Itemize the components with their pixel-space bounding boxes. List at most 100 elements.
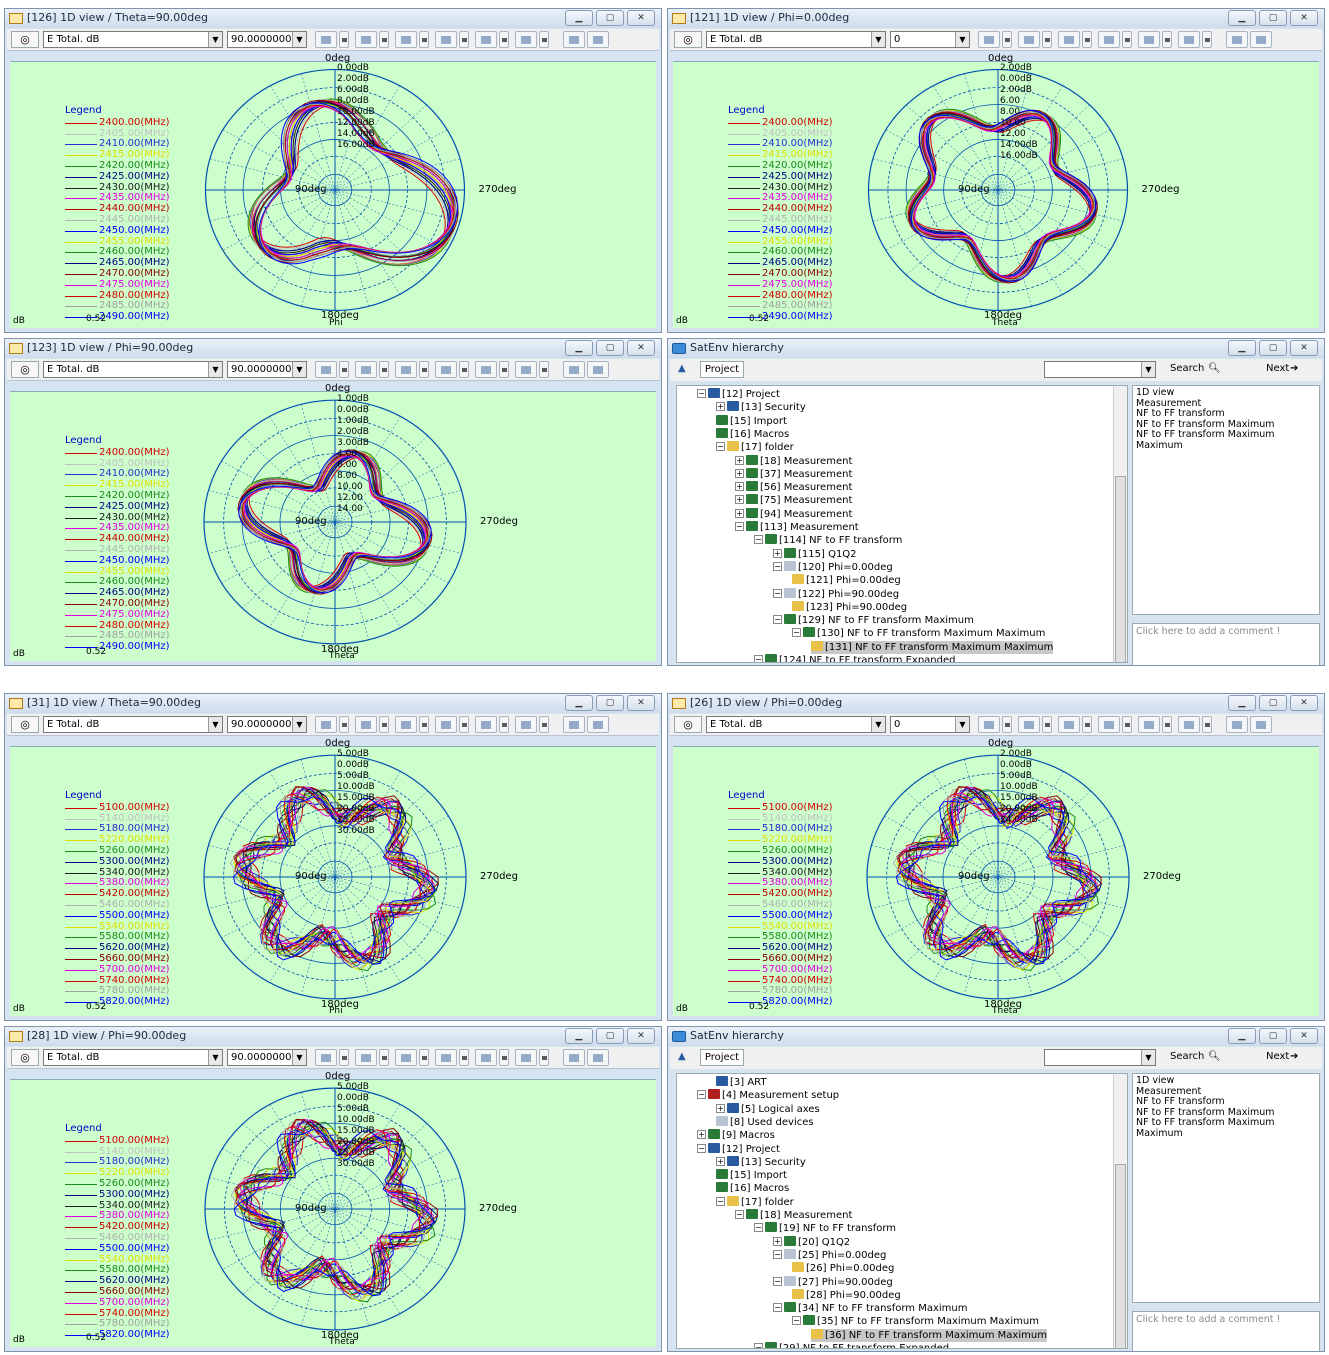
up-arrow-icon[interactable]: ▲ bbox=[678, 363, 686, 374]
display-mode-dropdown-button[interactable] bbox=[339, 1049, 349, 1066]
copy-tool-button[interactable] bbox=[563, 31, 585, 48]
project-tab[interactable]: Project bbox=[700, 361, 744, 378]
collapse-icon[interactable]: − bbox=[716, 1196, 725, 1206]
trace-tool-button[interactable] bbox=[475, 1049, 497, 1066]
tree-node[interactable]: + [13] Security bbox=[716, 401, 806, 414]
tree-node[interactable]: + [75] Measurement bbox=[735, 494, 852, 507]
tree-node[interactable]: − [25] Phi=0.00deg bbox=[773, 1248, 886, 1262]
copy-tool-button[interactable] bbox=[1226, 31, 1248, 48]
minimize-button[interactable]: ▁ bbox=[565, 10, 593, 26]
grid-tool-button[interactable] bbox=[395, 361, 417, 378]
expand-icon[interactable]: + bbox=[773, 1236, 782, 1246]
grid-tool-button[interactable] bbox=[1058, 716, 1080, 733]
marker-dropdown-button[interactable] bbox=[1122, 716, 1132, 733]
collapse-icon[interactable]: − bbox=[735, 1210, 744, 1219]
tree-node[interactable]: + [18] Measurement bbox=[735, 454, 852, 468]
export-dropdown-button[interactable] bbox=[379, 361, 389, 378]
grid-tool-button[interactable] bbox=[395, 716, 417, 733]
grid-dropdown-button[interactable] bbox=[419, 31, 429, 48]
collapse-icon[interactable]: − bbox=[773, 561, 782, 571]
tree-node[interactable]: + [56] Measurement bbox=[735, 481, 852, 494]
collapse-icon[interactable]: − bbox=[792, 628, 801, 638]
tree-node[interactable]: [131] NF to FF transform Maximum Maximum bbox=[811, 640, 1054, 654]
tree-node[interactable]: − [12] Project bbox=[697, 388, 780, 401]
display-mode-tool-button[interactable] bbox=[315, 716, 337, 733]
tree-node[interactable]: − [124] NF to FF transform Expanded bbox=[754, 654, 955, 663]
export-tool-button[interactable] bbox=[355, 1049, 377, 1066]
cut-angle-select[interactable]: 0 ▼ bbox=[890, 31, 970, 48]
expand-icon[interactable]: + bbox=[735, 508, 744, 518]
grid-dropdown-button[interactable] bbox=[419, 361, 429, 378]
minimize-button[interactable]: ▁ bbox=[1228, 1028, 1256, 1044]
display-mode-dropdown-button[interactable] bbox=[339, 361, 349, 378]
expand-icon[interactable]: + bbox=[697, 1130, 706, 1140]
component-select[interactable]: E Total. dB ▼ bbox=[706, 31, 886, 48]
collapse-icon[interactable]: − bbox=[754, 655, 763, 663]
trace-dropdown-button[interactable] bbox=[499, 31, 509, 48]
maximize-button[interactable]: ▢ bbox=[1259, 340, 1287, 356]
scale-tool-button[interactable] bbox=[515, 361, 537, 378]
tree-node[interactable]: + [115] Q1Q2 bbox=[773, 547, 857, 561]
display-mode-dropdown-button[interactable] bbox=[1002, 716, 1012, 733]
maximize-button[interactable]: ▢ bbox=[1259, 10, 1287, 26]
expand-icon[interactable]: + bbox=[773, 548, 782, 558]
view-settings-button[interactable]: ◎ bbox=[674, 716, 702, 733]
tree-node[interactable]: [16] Macros bbox=[716, 1182, 789, 1195]
trace-tool-button[interactable] bbox=[1138, 716, 1160, 733]
minimize-button[interactable]: ▁ bbox=[565, 695, 593, 711]
scale-tool-button[interactable] bbox=[1178, 716, 1200, 733]
close-button[interactable]: ✕ bbox=[627, 10, 655, 26]
view-settings-button[interactable]: ◎ bbox=[11, 31, 39, 48]
grid-dropdown-button[interactable] bbox=[1082, 31, 1092, 48]
maximize-button[interactable]: ▢ bbox=[1259, 1028, 1287, 1044]
tree-node[interactable]: [28] Phi=90.00deg bbox=[792, 1288, 901, 1302]
collapse-icon[interactable]: − bbox=[754, 1223, 763, 1233]
copy-tool-button[interactable] bbox=[563, 1049, 585, 1066]
collapse-icon[interactable]: − bbox=[697, 1090, 706, 1100]
tree-node[interactable]: − [4] Measurement setup bbox=[697, 1089, 839, 1102]
cut-angle-select[interactable]: 90.0000000 ▼ bbox=[227, 716, 307, 733]
collapse-icon[interactable]: − bbox=[697, 389, 706, 398]
scale-tool-button[interactable] bbox=[515, 31, 537, 48]
minimize-button[interactable]: ▁ bbox=[1228, 10, 1256, 26]
scale-dropdown-button[interactable] bbox=[539, 361, 549, 378]
collapse-icon[interactable]: − bbox=[773, 588, 782, 598]
trace-dropdown-button[interactable] bbox=[499, 1049, 509, 1066]
cut-angle-select[interactable]: 90.0000000 ▼ bbox=[227, 1049, 307, 1066]
cut-angle-select[interactable]: 90.0000000 ▼ bbox=[227, 361, 307, 378]
expand-icon[interactable]: + bbox=[716, 1103, 725, 1113]
tree-node[interactable]: − [29] NF to FF transform Expanded bbox=[754, 1342, 949, 1348]
view-settings-button[interactable]: ◎ bbox=[11, 716, 39, 733]
marker-tool-button[interactable] bbox=[435, 716, 457, 733]
grid-tool-button[interactable] bbox=[395, 1049, 417, 1066]
trace-dropdown-button[interactable] bbox=[1162, 716, 1172, 733]
trace-tool-button[interactable] bbox=[475, 361, 497, 378]
polar-window-1[interactable]: [126] 1D view / Theta=90.00deg ▁ ▢ ✕ ◎ E Tota… bbox=[4, 8, 662, 333]
hierarchy-tree[interactable]: − [12] Project + [13] Security [15] Import [1… bbox=[676, 385, 1128, 663]
expand-icon[interactable]: + bbox=[716, 1156, 725, 1166]
marker-dropdown-button[interactable] bbox=[459, 1049, 469, 1066]
tree-node[interactable]: [15] Import bbox=[716, 1169, 787, 1182]
export-dropdown-button[interactable] bbox=[1042, 31, 1052, 48]
scale-dropdown-button[interactable] bbox=[1202, 716, 1212, 733]
close-button[interactable]: ✕ bbox=[627, 340, 655, 356]
tree-node[interactable]: − [113] Measurement bbox=[735, 521, 859, 534]
trace-dropdown-button[interactable] bbox=[1162, 31, 1172, 48]
maximize-button[interactable]: ▢ bbox=[1259, 695, 1287, 711]
display-mode-dropdown-button[interactable] bbox=[1002, 31, 1012, 48]
component-select[interactable]: E Total. dB ▼ bbox=[43, 31, 223, 48]
tree-node[interactable]: − [130] NF to FF transform Maximum Maximu… bbox=[792, 627, 1045, 640]
export-dropdown-button[interactable] bbox=[379, 31, 389, 48]
trace-dropdown-button[interactable] bbox=[499, 361, 509, 378]
tree-node[interactable]: + [9] Macros bbox=[697, 1129, 775, 1142]
marker-tool-button[interactable] bbox=[1098, 31, 1120, 48]
search-input[interactable]: ▼ bbox=[1044, 1049, 1156, 1066]
tree-node[interactable]: − [35] NF to FF transform Maximum Maximum bbox=[792, 1315, 1039, 1328]
tree-node[interactable]: + [37] Measurement bbox=[735, 467, 852, 481]
collapse-icon[interactable]: − bbox=[754, 1343, 763, 1348]
scale-tool-button[interactable] bbox=[515, 716, 537, 733]
tree-node[interactable]: + [13] Security bbox=[716, 1155, 806, 1169]
tree-node[interactable]: − [17] folder bbox=[716, 1195, 794, 1209]
collapse-icon[interactable]: − bbox=[754, 535, 763, 545]
display-mode-dropdown-button[interactable] bbox=[339, 31, 349, 48]
